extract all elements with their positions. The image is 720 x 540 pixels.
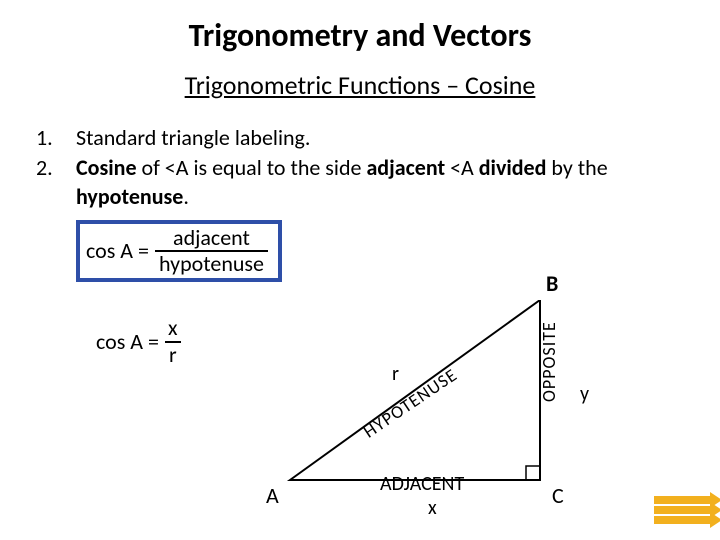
text: of <A is equal to the side bbox=[137, 154, 367, 181]
fraction-denominator: hypotenuse bbox=[155, 250, 268, 276]
hypotenuse-r-label: r bbox=[392, 362, 399, 386]
arrow-icon bbox=[654, 506, 710, 514]
fraction: x r bbox=[165, 316, 181, 366]
fraction: adjacent hypotenuse bbox=[155, 226, 268, 276]
list-item: 2. Cosine of <A is equal to the side adj… bbox=[36, 153, 684, 283]
arrow-icon bbox=[654, 496, 710, 504]
page-title: Trigonometry and Vectors bbox=[36, 16, 684, 55]
list-text: Cosine of <A is equal to the side adjace… bbox=[76, 153, 684, 283]
formula-lhs: cos A = bbox=[96, 328, 159, 355]
fraction-denominator: r bbox=[165, 341, 181, 367]
adjacent-label: ADJACENT bbox=[380, 472, 464, 496]
text: <A bbox=[445, 154, 479, 181]
fraction-numerator: adjacent bbox=[173, 226, 250, 250]
formula-box: cos A = adjacent hypotenuse bbox=[76, 220, 282, 282]
fraction-numerator: x bbox=[168, 316, 178, 340]
list-number: 2. bbox=[36, 153, 76, 283]
arrow-icon bbox=[654, 516, 710, 524]
next-arrows-icon[interactable] bbox=[654, 496, 710, 526]
formula-lhs: cos A = bbox=[86, 236, 149, 266]
opposite-y-label: y bbox=[580, 382, 589, 406]
triangle-diagram: B A C ADJACENT x y r HYPOTENUSE OPPOSITE bbox=[270, 300, 600, 520]
bold-word: adjacent bbox=[366, 154, 445, 181]
page-subtitle: Trigonometric Functions – Cosine bbox=[36, 69, 684, 101]
vertex-c-label: C bbox=[552, 482, 564, 509]
list-text: Standard triangle labeling. bbox=[76, 123, 684, 153]
bold-word: Cosine bbox=[76, 154, 137, 181]
vertex-a-label: A bbox=[266, 482, 279, 509]
text: . bbox=[183, 183, 189, 210]
list-item: 1. Standard triangle labeling. bbox=[36, 123, 684, 153]
numbered-list: 1. Standard triangle labeling. 2. Cosine… bbox=[36, 123, 684, 282]
list-number: 1. bbox=[36, 123, 76, 153]
adjacent-x-label: x bbox=[428, 496, 437, 520]
bold-word: hypotenuse bbox=[76, 183, 183, 210]
cosine-formula: cos A = adjacent hypotenuse bbox=[86, 226, 268, 276]
bold-word: divided bbox=[479, 154, 547, 181]
opposite-label: OPPOSITE bbox=[538, 130, 560, 330]
opposite-label-text: OPPOSITE bbox=[538, 321, 560, 402]
